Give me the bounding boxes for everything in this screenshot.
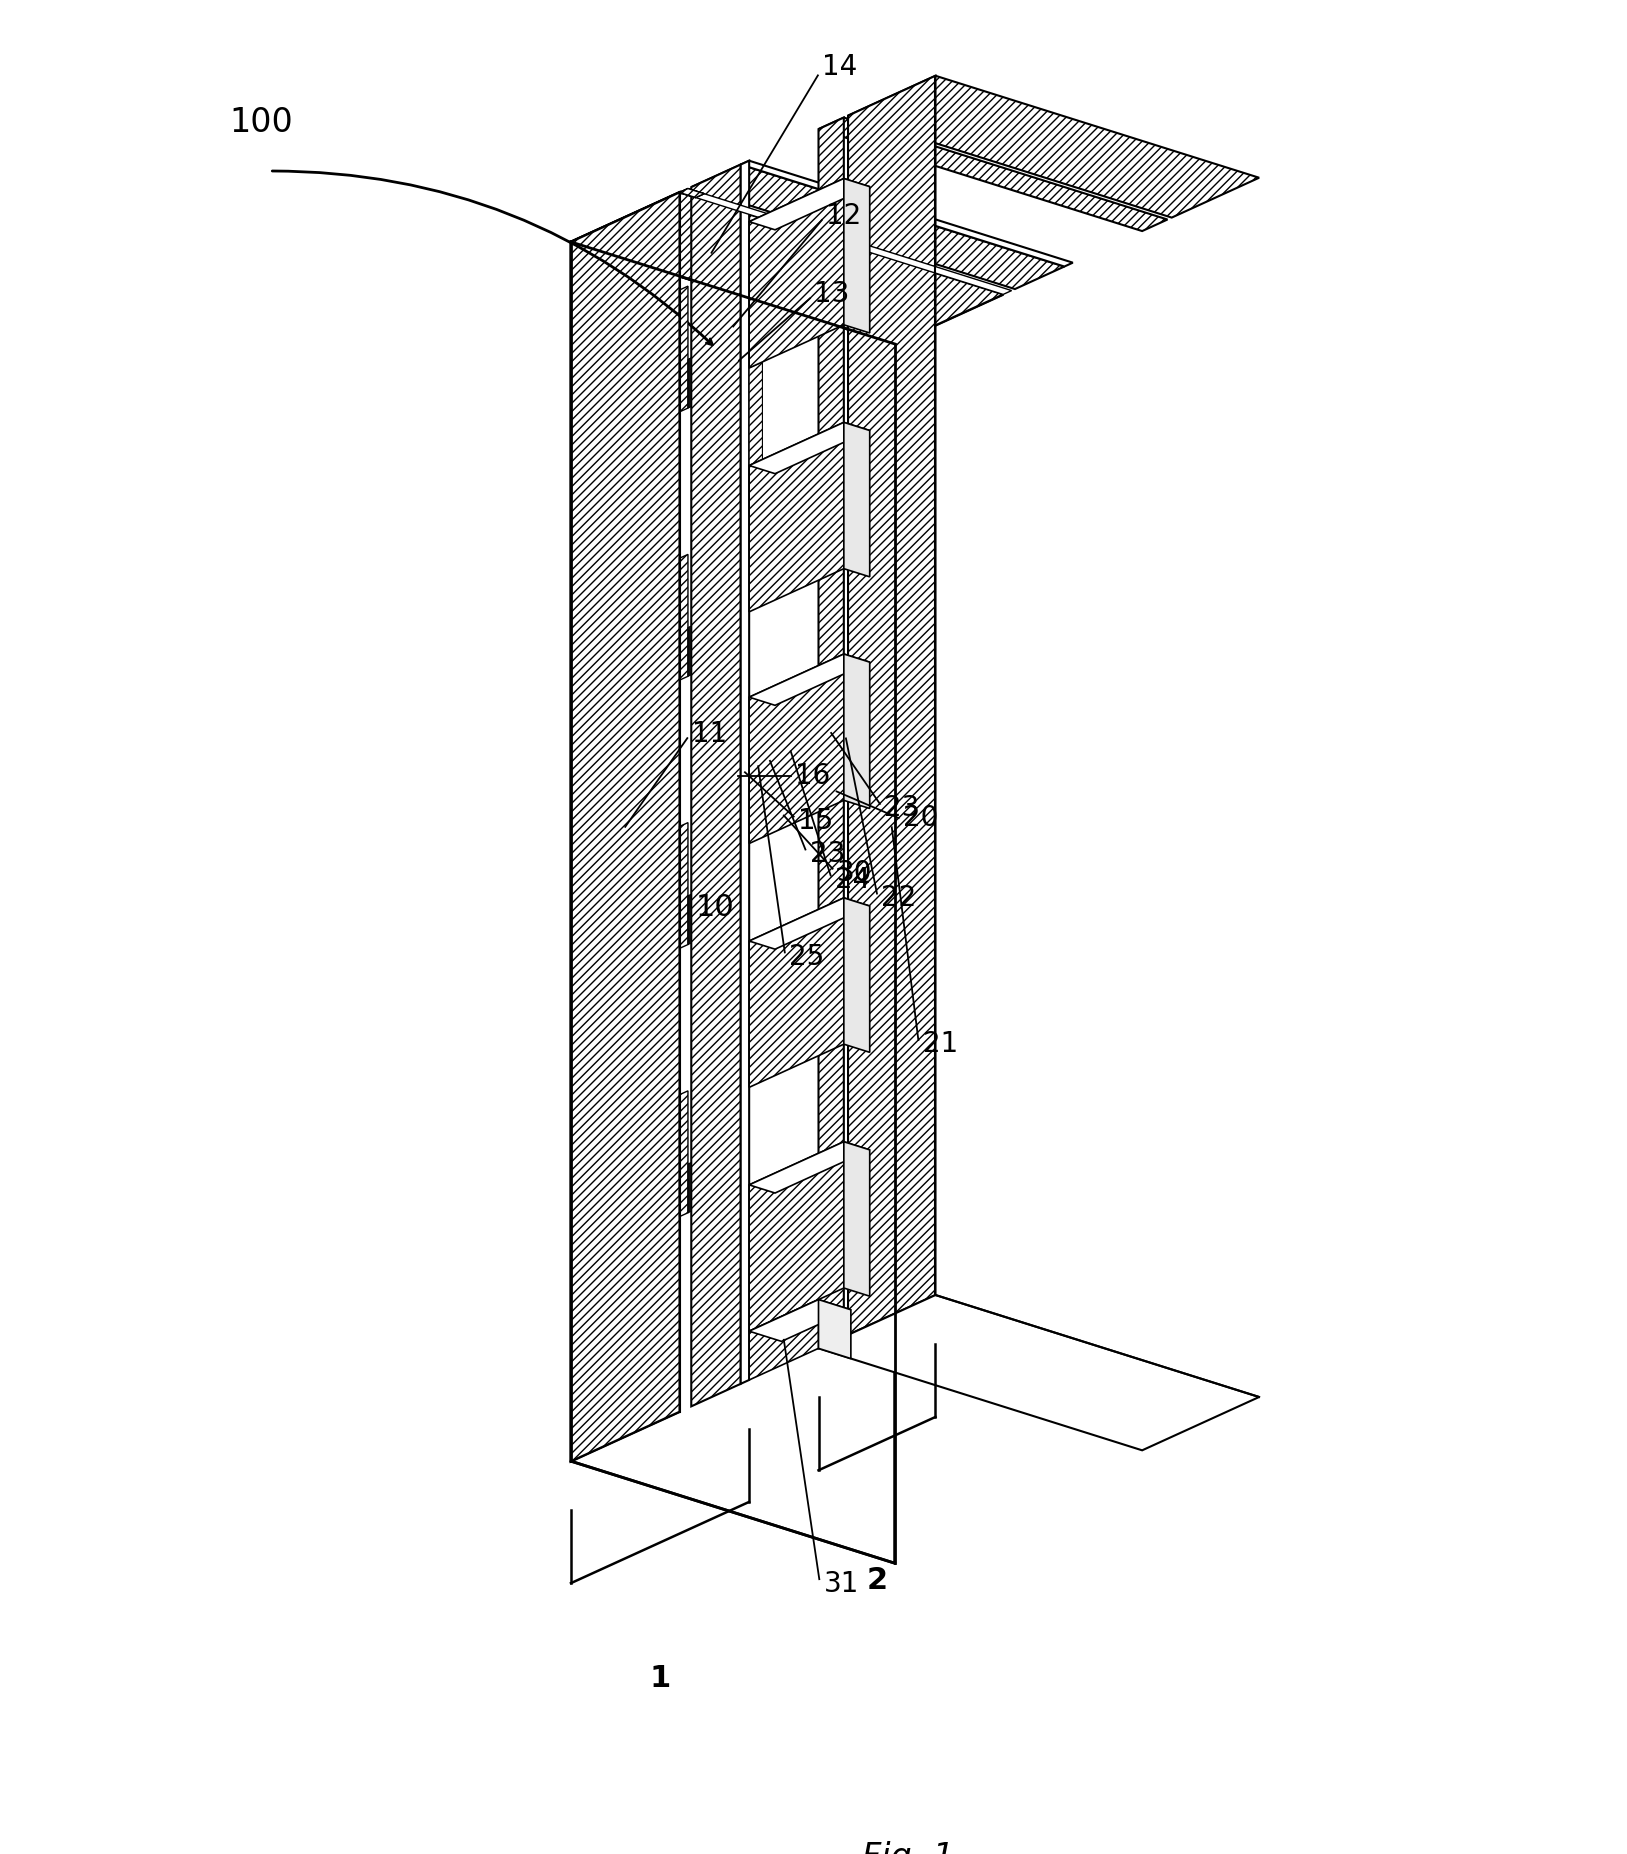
Polygon shape	[680, 823, 688, 949]
Polygon shape	[691, 165, 1064, 289]
Polygon shape	[818, 1296, 1259, 1450]
Polygon shape	[818, 117, 844, 1348]
Text: 20: 20	[903, 805, 939, 832]
Polygon shape	[571, 193, 680, 1461]
Polygon shape	[848, 76, 1259, 217]
Text: 24: 24	[835, 866, 870, 894]
Text: 16: 16	[796, 762, 831, 790]
Text: Fig. 1: Fig. 1	[862, 1841, 955, 1854]
Polygon shape	[571, 193, 687, 245]
Polygon shape	[748, 654, 870, 705]
Text: 12: 12	[827, 202, 862, 230]
Polygon shape	[844, 897, 870, 1053]
Polygon shape	[844, 432, 848, 532]
Polygon shape	[844, 677, 848, 777]
Polygon shape	[748, 178, 870, 230]
Polygon shape	[688, 894, 691, 944]
Polygon shape	[680, 189, 1012, 295]
Polygon shape	[571, 241, 895, 1563]
Polygon shape	[688, 1162, 691, 1213]
Text: 31: 31	[823, 1570, 859, 1598]
Polygon shape	[844, 423, 870, 577]
Text: 22: 22	[882, 884, 916, 912]
Text: 15: 15	[799, 806, 833, 834]
Text: 23: 23	[885, 794, 919, 823]
Text: 14: 14	[822, 52, 857, 80]
Polygon shape	[848, 76, 936, 1335]
Polygon shape	[844, 654, 870, 808]
Polygon shape	[748, 897, 844, 1086]
Polygon shape	[748, 897, 870, 949]
Polygon shape	[818, 117, 1168, 232]
Polygon shape	[844, 908, 848, 1007]
Text: 1: 1	[649, 1665, 670, 1693]
Polygon shape	[688, 358, 691, 408]
Polygon shape	[740, 161, 1072, 267]
Polygon shape	[844, 1142, 870, 1296]
Polygon shape	[748, 654, 844, 844]
Polygon shape	[571, 193, 680, 1461]
Polygon shape	[571, 193, 1004, 343]
Polygon shape	[680, 286, 688, 412]
Polygon shape	[748, 1300, 818, 1379]
Polygon shape	[680, 189, 704, 198]
Text: 100: 100	[229, 106, 293, 139]
Text: 2: 2	[867, 1565, 888, 1594]
Polygon shape	[680, 189, 704, 198]
Text: 23: 23	[810, 840, 846, 868]
Text: 11: 11	[691, 719, 727, 747]
Polygon shape	[748, 423, 870, 473]
Polygon shape	[691, 165, 740, 1407]
Polygon shape	[680, 189, 704, 198]
Text: 21: 21	[923, 1031, 958, 1059]
Polygon shape	[844, 178, 870, 334]
Polygon shape	[844, 200, 848, 300]
Polygon shape	[680, 1090, 688, 1216]
Polygon shape	[818, 1300, 851, 1359]
Polygon shape	[748, 1300, 851, 1342]
Polygon shape	[688, 627, 691, 677]
Polygon shape	[748, 1142, 844, 1331]
Polygon shape	[680, 554, 688, 680]
Polygon shape	[748, 362, 763, 514]
Polygon shape	[748, 423, 844, 612]
Text: 25: 25	[789, 944, 825, 971]
FancyArrowPatch shape	[685, 838, 711, 977]
Text: 30: 30	[836, 858, 872, 886]
Polygon shape	[844, 1151, 848, 1251]
Polygon shape	[748, 1142, 870, 1192]
Text: 13: 13	[815, 280, 849, 308]
Polygon shape	[571, 193, 1004, 343]
Text: 10: 10	[696, 894, 734, 921]
Polygon shape	[748, 178, 844, 367]
Polygon shape	[680, 189, 704, 198]
Polygon shape	[740, 161, 748, 1383]
